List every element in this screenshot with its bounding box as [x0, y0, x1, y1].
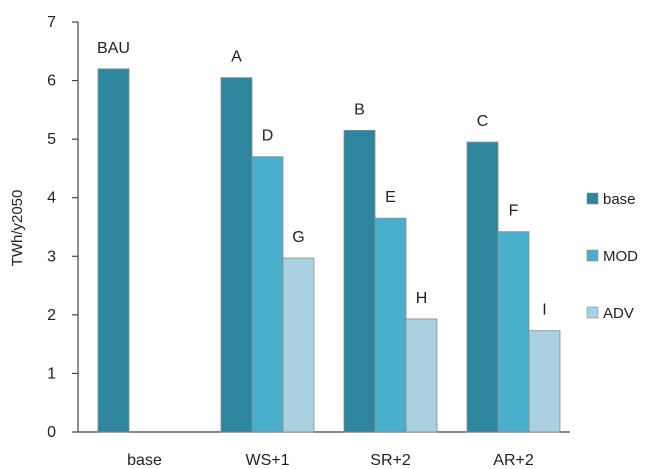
x-tick-label: AR+2 [493, 452, 534, 469]
y-axis-title: TWh/y2050 [9, 190, 26, 267]
legend-label-mod: MOD [603, 248, 638, 265]
bar-data-label: I [542, 302, 546, 319]
y-tick-label: 1 [47, 365, 56, 382]
bar-base-3 [466, 141, 499, 433]
y-tick-label: 3 [47, 248, 56, 265]
bar-data-label: G [292, 229, 304, 246]
legend: base MOD ADV [586, 191, 638, 322]
y-tick-label: 6 [47, 73, 56, 90]
y-tick-label: 4 [47, 190, 56, 207]
bar-data-label: H [416, 290, 428, 307]
y-tick-label: 5 [47, 131, 56, 148]
x-tick-label: base [127, 452, 162, 469]
bar-base-2 [343, 129, 376, 433]
bar-data-label: E [385, 189, 396, 206]
bar-adv-2 [405, 318, 438, 433]
bar-base-1 [220, 77, 253, 433]
legend-label-adv: ADV [603, 305, 634, 322]
y-tick-label: 0 [47, 424, 56, 441]
bar-mod-2 [374, 217, 407, 433]
y-tick-label: 2 [47, 307, 56, 324]
bar-data-label: F [509, 203, 519, 220]
bar-adv-1 [282, 257, 315, 433]
bar-data-label: D [262, 128, 274, 145]
x-tick-label: SR+2 [370, 452, 411, 469]
bar-mod-1 [251, 156, 284, 433]
legend-swatch-adv [586, 306, 599, 319]
bar-mod-3 [497, 231, 530, 433]
axes: 0 1 2 3 4 5 6 7 base WS+1 SR+2 AR+2 [47, 14, 570, 469]
legend-swatch-mod [586, 249, 599, 262]
y-tick-label: 7 [47, 14, 56, 31]
bar-data-label: A [231, 49, 242, 66]
bar-data-label: BAU [97, 40, 130, 57]
legend-label-base: base [603, 191, 636, 208]
bars: BAU A D G B E H C F I [97, 40, 561, 433]
bar-data-label: B [354, 101, 365, 118]
bar-adv-3 [528, 330, 561, 433]
legend-swatch-base [586, 192, 599, 205]
x-tick-label: WS+1 [245, 452, 289, 469]
bar-data-label: C [477, 113, 489, 130]
bar-base-0 [97, 68, 130, 433]
